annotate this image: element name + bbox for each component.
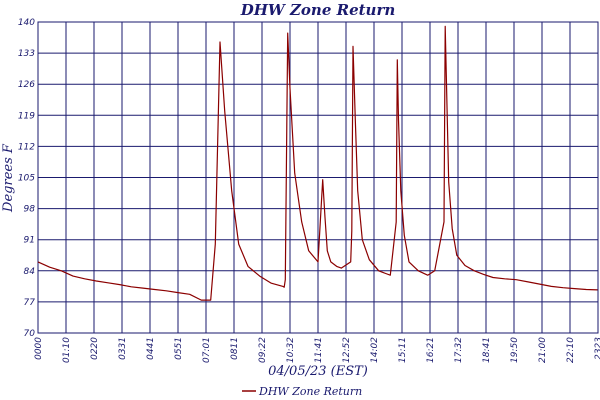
x-tick-label: 09:22 <box>258 337 268 363</box>
x-tick-label: 0220 <box>90 337 100 360</box>
y-tick-label: 77 <box>24 298 36 308</box>
x-tick-label: 16:21 <box>426 337 436 363</box>
x-tick-label: 22:10 <box>566 337 576 363</box>
x-tick-label: 0551 <box>174 337 184 360</box>
y-tick-label: 126 <box>18 80 35 90</box>
x-tick-label: 0811 <box>230 337 240 360</box>
x-tick-label: 19:50 <box>510 337 520 363</box>
x-tick-label: 15:11 <box>398 337 408 363</box>
x-tick-label: 11:41 <box>314 337 324 363</box>
y-tick-label: 70 <box>24 329 36 339</box>
x-tick-label: 12:52 <box>342 337 352 363</box>
y-tick-label: 140 <box>18 18 35 28</box>
y-tick-label: 105 <box>18 174 35 184</box>
x-axis-ticks: 0000 01:10 0220 0331 0441 0551 07:01 0811 09:22 1… <box>34 337 600 363</box>
y-tick-label: 112 <box>18 142 35 152</box>
series-line <box>37 25 598 301</box>
legend: DHW Zone Return <box>242 385 362 398</box>
x-tick-label: 0441 <box>146 337 156 360</box>
y-axis-ticks: 70 77 84 91 98 105 112 119 126 133 140 <box>18 18 35 339</box>
legend-label: DHW Zone Return <box>258 385 362 398</box>
y-tick-label: 98 <box>24 205 36 215</box>
chart-title: DHW Zone Return <box>240 1 396 19</box>
x-tick-label: 2323 <box>594 337 600 360</box>
x-tick-label: 07:01 <box>202 337 212 363</box>
y-axis-label: Degrees F <box>1 143 16 213</box>
series-group <box>37 25 598 301</box>
x-tick-label: 21:00 <box>538 337 548 363</box>
x-tick-label: 18:41 <box>482 337 492 363</box>
x-tick-label: 14:02 <box>370 337 380 363</box>
y-tick-label: 91 <box>24 236 35 246</box>
y-tick-label: 84 <box>24 267 36 277</box>
x-tick-label: 0331 <box>118 337 128 360</box>
x-tick-label: 0000 <box>34 337 44 360</box>
grid-lines <box>37 21 599 334</box>
y-tick-label: 133 <box>18 49 35 59</box>
x-tick-label: 10:32 <box>286 337 296 363</box>
y-tick-label: 119 <box>18 111 35 121</box>
x-tick-label: 01:10 <box>62 337 72 363</box>
x-tick-label: 17:32 <box>454 337 464 363</box>
x-axis-label: 04/05/23 (EST) <box>268 364 368 379</box>
